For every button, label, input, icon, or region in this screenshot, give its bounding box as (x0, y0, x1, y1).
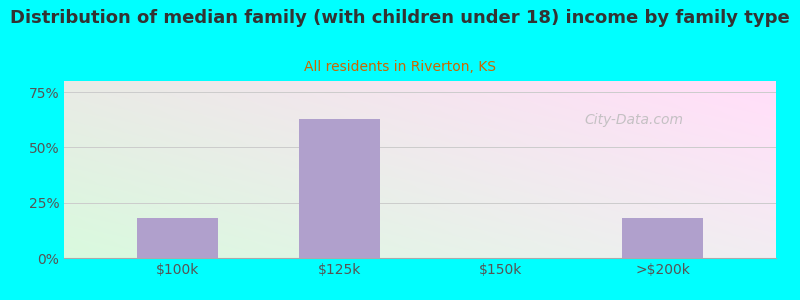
Text: All residents in Riverton, KS: All residents in Riverton, KS (304, 60, 496, 74)
Bar (298, 118, 379, 258)
Bar (137, 218, 218, 258)
Text: Distribution of median family (with children under 18) income by family type: Distribution of median family (with chil… (10, 9, 790, 27)
Bar (622, 218, 703, 258)
Text: City-Data.com: City-Data.com (584, 113, 683, 127)
